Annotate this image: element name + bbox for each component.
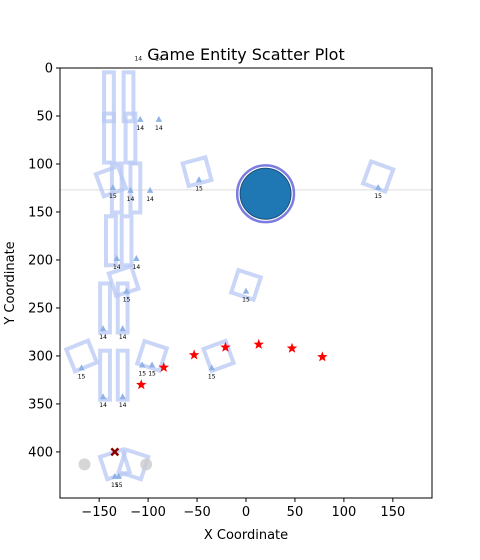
chart-title: Game Entity Scatter Plot bbox=[147, 45, 344, 64]
entity-label: 14 bbox=[99, 334, 107, 341]
entity-label: 14 bbox=[119, 334, 127, 341]
x-tick-label: −150 bbox=[81, 505, 117, 520]
entity-frame bbox=[63, 338, 100, 374]
entity-label: 14 bbox=[127, 196, 135, 203]
entity-label: 15 bbox=[123, 297, 131, 304]
entity-label: 15 bbox=[115, 482, 123, 489]
entity-marker bbox=[242, 287, 250, 294]
entity-marker bbox=[146, 186, 154, 193]
star-marker bbox=[220, 341, 231, 352]
entity-label: 15 bbox=[148, 371, 156, 378]
entity-label: 14 bbox=[113, 264, 121, 271]
entity-frame bbox=[180, 154, 214, 189]
entity-frame bbox=[228, 267, 264, 303]
y-tick-label: 200 bbox=[28, 253, 53, 268]
x-tick-label: 0 bbox=[242, 505, 250, 520]
y-tick-label: 0 bbox=[45, 62, 53, 77]
entity-marker bbox=[148, 361, 156, 368]
star-marker bbox=[317, 351, 328, 362]
entity-marker bbox=[208, 364, 215, 371]
y-tick-label: 150 bbox=[28, 205, 53, 220]
entity-marker bbox=[119, 393, 126, 400]
entity-frame bbox=[115, 348, 130, 402]
entity-frame bbox=[121, 70, 136, 124]
entity-label: 15 bbox=[78, 373, 86, 380]
entity-marker bbox=[99, 393, 107, 400]
entity-label: 14 bbox=[134, 55, 142, 62]
player-ring bbox=[235, 164, 296, 224]
entity-frame bbox=[102, 70, 116, 124]
entity-label: 15 bbox=[208, 373, 216, 380]
player-marker bbox=[239, 167, 292, 220]
axes: −150 −100 −50 0 50 100 150 0 50 100 150 200 250 300 35… bbox=[28, 62, 433, 520]
entity-marker bbox=[195, 176, 203, 183]
entity-label: 15 bbox=[138, 371, 146, 378]
entity-label: 15 bbox=[111, 482, 119, 489]
x-tick-label: −50 bbox=[183, 505, 210, 520]
ghost-marker bbox=[78, 458, 91, 471]
entity-frame bbox=[98, 281, 112, 335]
entity-label: 15 bbox=[195, 185, 203, 192]
entity-label: 14 bbox=[155, 55, 163, 62]
entity-frame bbox=[134, 338, 170, 374]
entity-label: 15 bbox=[374, 193, 382, 200]
entity-label: 14 bbox=[155, 125, 163, 132]
cross-marker bbox=[110, 447, 120, 457]
entity-frame bbox=[128, 161, 143, 215]
entity-frame bbox=[200, 338, 237, 374]
entity-marker bbox=[374, 183, 382, 190]
star-marker bbox=[158, 361, 169, 372]
entity-marker bbox=[99, 325, 107, 332]
y-tick-label: 350 bbox=[28, 397, 53, 412]
y-tick-label: 100 bbox=[28, 157, 53, 172]
entity-marker bbox=[78, 364, 85, 371]
entity-label: 14 bbox=[136, 125, 144, 132]
star-marker bbox=[188, 349, 200, 360]
y-tick-label: 50 bbox=[36, 109, 53, 124]
entity-label: 14 bbox=[99, 402, 107, 409]
y-tick-label: 400 bbox=[28, 445, 53, 460]
entity-marker bbox=[113, 255, 120, 262]
entity-marker bbox=[137, 115, 144, 122]
entity-frame bbox=[360, 158, 396, 195]
entity-frame bbox=[102, 111, 116, 165]
star-marker bbox=[136, 379, 147, 390]
star-marker bbox=[286, 342, 298, 353]
entity-frame bbox=[104, 214, 118, 268]
entity-marker bbox=[119, 325, 126, 332]
entity-frame bbox=[93, 163, 129, 199]
entity-marker bbox=[139, 361, 146, 368]
x-tick-label: 50 bbox=[287, 505, 304, 520]
entity-frame bbox=[115, 281, 130, 335]
entity-frame bbox=[98, 348, 112, 402]
entity-marker bbox=[155, 115, 163, 122]
x-tick-label: 100 bbox=[331, 505, 356, 520]
ghost-marker bbox=[140, 458, 153, 471]
entity-marker bbox=[127, 186, 134, 193]
entity-label: 14 bbox=[133, 264, 141, 271]
x-axis-title: X Coordinate bbox=[204, 528, 288, 543]
entity-marker bbox=[123, 287, 130, 294]
entity-marker bbox=[109, 183, 117, 190]
x-tick-label: −100 bbox=[130, 505, 166, 520]
x-tick-label: 150 bbox=[380, 505, 405, 520]
entity-label: 15 bbox=[109, 193, 117, 200]
y-axis-title: Y Coordinate bbox=[3, 241, 18, 325]
entity-marker bbox=[115, 472, 122, 479]
entity-label: 15 bbox=[242, 297, 250, 304]
entity-frame bbox=[119, 214, 134, 268]
entity-label: 14 bbox=[146, 196, 154, 203]
entity-marker bbox=[133, 255, 140, 262]
star-marker bbox=[253, 338, 264, 349]
y-tick-label: 300 bbox=[28, 349, 53, 364]
entity-label: 14 bbox=[119, 402, 127, 409]
y-tick-label: 250 bbox=[28, 301, 53, 316]
